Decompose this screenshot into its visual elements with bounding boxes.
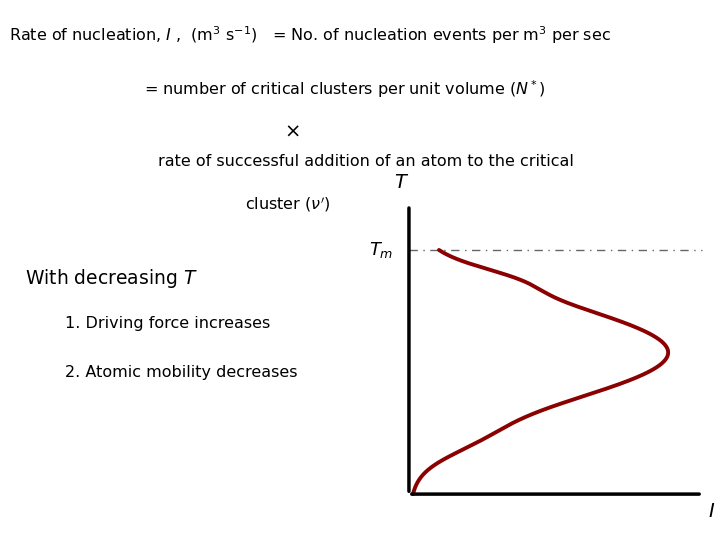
Text: $\it{T}$: $\it{T}$ <box>394 173 410 192</box>
Text: With decreasing $\it{T}$: With decreasing $\it{T}$ <box>25 267 198 291</box>
Text: cluster ($\nu'$): cluster ($\nu'$) <box>245 194 330 214</box>
Text: Rate of nucleation, $\it{I}$ ,  (m$^3$ s$^{-1}$)   = No. of nucleation events pe: Rate of nucleation, $\it{I}$ , (m$^3$ s$… <box>9 24 611 46</box>
Text: $\times$: $\times$ <box>284 122 300 140</box>
Text: rate of successful addition of an atom to the critical: rate of successful addition of an atom t… <box>158 154 575 169</box>
Text: = number of critical clusters per unit volume ($N^*$): = number of critical clusters per unit v… <box>144 78 546 100</box>
Text: 1. Driving force increases: 1. Driving force increases <box>65 316 270 331</box>
Text: $\it{I}$: $\it{I}$ <box>708 502 715 521</box>
Text: 2. Atomic mobility decreases: 2. Atomic mobility decreases <box>65 364 297 380</box>
Text: $T_m$: $T_m$ <box>369 240 394 260</box>
